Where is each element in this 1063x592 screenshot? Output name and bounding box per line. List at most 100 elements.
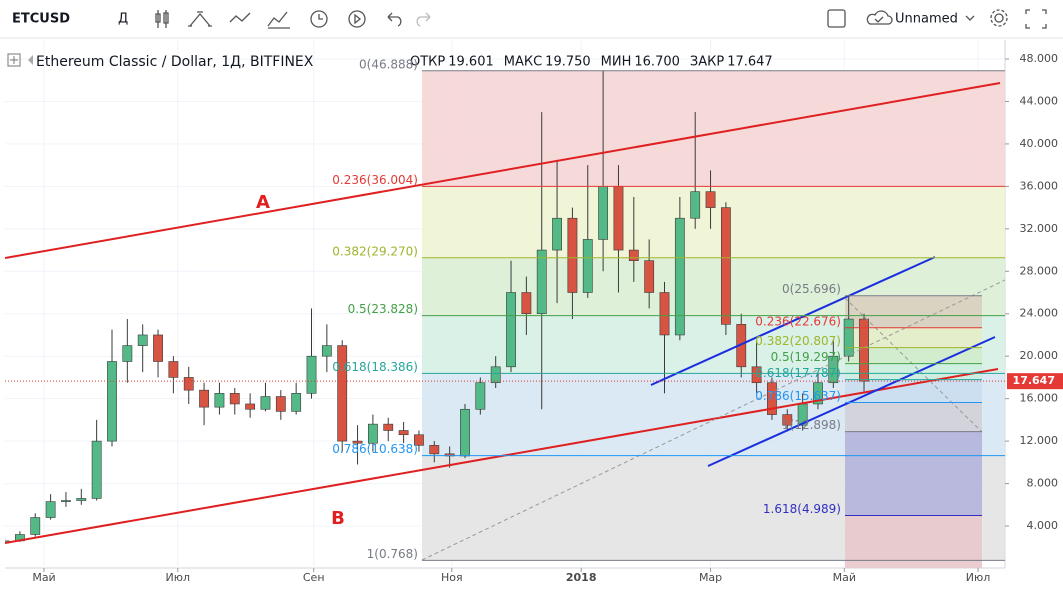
candle-body: [91, 440, 102, 499]
candle-body: [460, 408, 470, 457]
candle-body: [45, 501, 56, 518]
layout-name[interactable]: Unnamed: [895, 12, 958, 27]
y-tick-label: 40.000: [1020, 137, 1059, 150]
candle-body: [828, 355, 839, 384]
toolbar-icons[interactable]: [155, 9, 1047, 29]
x-tick-label: Июл: [966, 571, 991, 584]
candle-body: [337, 345, 348, 442]
y-tick-label: 44.000: [1020, 94, 1059, 107]
candle-body: [306, 355, 317, 394]
fib-label: 0.236(22.676): [755, 314, 841, 328]
ohlc-value: 19.601: [448, 55, 494, 70]
candle-body: [767, 382, 777, 415]
candle-body: [321, 345, 332, 357]
candle-body: [674, 217, 685, 336]
x-tick-label: 2018: [566, 571, 597, 584]
y-tick-label: 8.000: [1027, 477, 1059, 490]
candle-body: [659, 292, 670, 336]
ohlc-label: ОТКР: [410, 55, 445, 70]
candle-body: [229, 393, 240, 405]
candle-body: [690, 191, 701, 219]
candle-body: [245, 403, 256, 410]
last-price-badge: [1007, 373, 1063, 390]
y-tick-label: 28.000: [1020, 264, 1059, 277]
candle-body: [720, 207, 731, 325]
ohlc-legend: ОТКР 19.601 МАКС 19.750 МИН 16.700 ЗАКР 17.647: [410, 55, 773, 70]
candle-body: [582, 239, 593, 293]
fib-zone: [845, 347, 982, 364]
candle-body: [352, 440, 363, 444]
interval[interactable]: Д: [118, 12, 128, 27]
candle-body: [490, 366, 501, 384]
candles: [5, 70, 869, 546]
candle-body: [183, 377, 194, 391]
ohlc-value: 16.700: [634, 55, 680, 70]
candle-body: [429, 445, 440, 455]
candle-body: [122, 345, 133, 362]
channel-upper: [650, 256, 936, 386]
candle-body: [30, 517, 41, 535]
channel-lower: [707, 336, 996, 467]
candle-body: [137, 334, 148, 346]
candle-body: [751, 366, 762, 384]
y-tick-label: 16.000: [1020, 392, 1059, 405]
candle-body: [61, 500, 71, 502]
candle-body: [383, 423, 394, 431]
y-tick-label: 32.000: [1020, 222, 1059, 235]
symbol[interactable]: ETCUSD: [12, 12, 70, 27]
candle-body: [260, 396, 271, 410]
chart-title: Ethereum Classic / Dollar, 1Д, BITFINEX: [36, 54, 314, 70]
candle-body: [705, 191, 716, 208]
fib-label: 0.618(18.386): [332, 360, 418, 374]
fib-label: 0.382(20.807): [755, 334, 841, 348]
fib-trend-small: [844, 297, 983, 433]
candle-body: [367, 423, 378, 444]
ohlc-label: МАКС: [504, 55, 542, 70]
x-tick-label: Май: [833, 571, 856, 584]
y-tick-label: 4.000: [1027, 519, 1059, 532]
x-tick-label: Ноя: [441, 571, 463, 584]
ohlc-label: МИН: [601, 55, 632, 70]
candle-body: [414, 434, 424, 446]
candle-body: [153, 334, 163, 362]
fib-label: 0.786(10.638): [332, 442, 418, 456]
candle-body: [598, 186, 609, 240]
candle-body: [214, 393, 225, 408]
candle-body: [199, 389, 209, 408]
trendline-a: [5, 82, 1001, 259]
x-tick-label: Сен: [303, 571, 325, 584]
x-tick-label: Июл: [166, 571, 191, 584]
candle-body: [644, 260, 655, 293]
candle-body: [859, 318, 869, 382]
fib-label: 1(12.898): [782, 418, 841, 432]
x-tick-label: Мар: [699, 571, 722, 584]
candle-body: [398, 430, 409, 436]
fib-label: 1.618(4.989): [763, 502, 841, 516]
toolbar: [0, 0, 1063, 38]
y-tick-label: 24.000: [1020, 307, 1059, 320]
fib-zone: [845, 402, 982, 432]
candle-body: [843, 318, 854, 357]
fib-label: 0(46.888): [359, 57, 418, 71]
candle-body: [567, 217, 578, 293]
fib-label: 0.382(29.270): [332, 244, 418, 258]
y-tick-label: 36.000: [1020, 179, 1059, 192]
candle-body: [76, 498, 87, 501]
annotation: B: [331, 508, 345, 529]
fib-label: 0.786(15.637): [755, 389, 841, 403]
fib-label: 0.618(17.787): [755, 366, 841, 380]
fib-zone: [845, 379, 982, 403]
ohlc-value: 19.750: [545, 55, 591, 70]
y-tick-label: 20.000: [1020, 349, 1059, 362]
fib-zone: [845, 431, 982, 516]
candle-body: [552, 217, 562, 251]
fib-label: 0.5(23.828): [348, 302, 418, 316]
expand-icon[interactable]: [7, 53, 21, 67]
annotation: A: [256, 192, 270, 213]
collapse-icon[interactable]: [28, 55, 33, 65]
ohlc-value: 17.647: [727, 55, 773, 70]
y-tick-label: 48.000: [1020, 52, 1059, 65]
candle-body: [521, 292, 532, 315]
